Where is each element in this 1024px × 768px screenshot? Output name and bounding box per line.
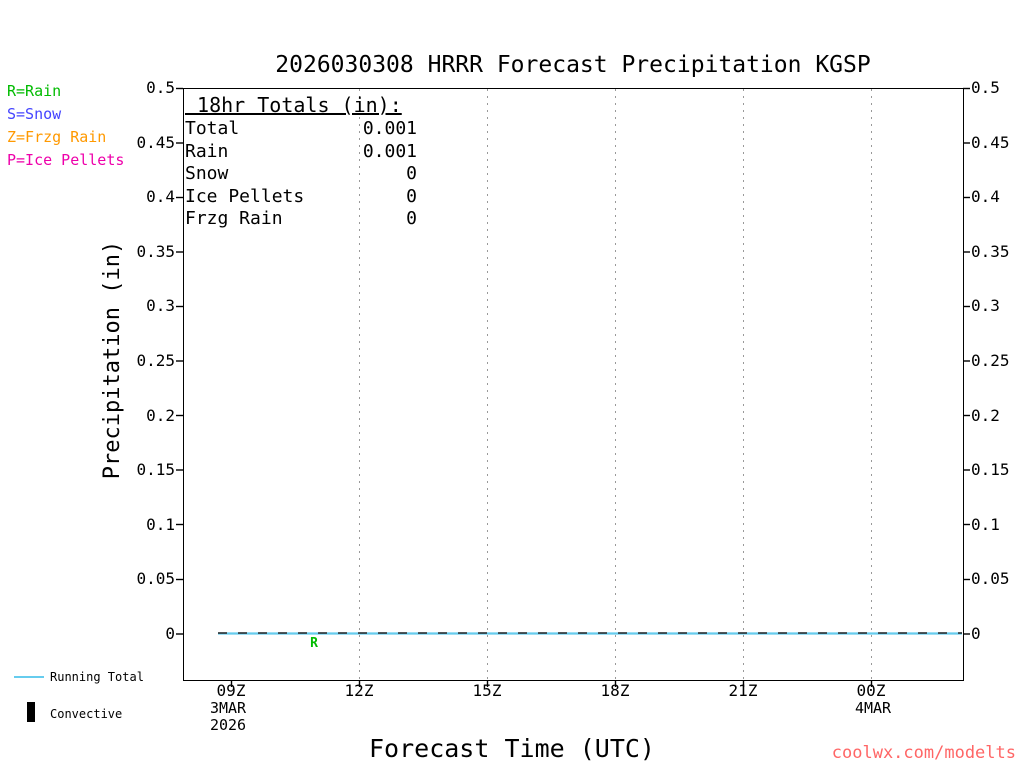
y-tick-label: 0.45 [136, 133, 175, 152]
totals-row-value: 0.001 [362, 140, 417, 162]
y-tick-label: 0.15 [136, 460, 175, 479]
rain-marker: R [310, 636, 318, 651]
y-tick-label: 0.4 [146, 187, 175, 206]
totals-row-value: 0 [406, 208, 417, 229]
totals-row: Ice Pellets 0 [185, 186, 417, 209]
y-tick-label: 0.15 [971, 460, 1010, 479]
totals-heading: 18hr Totals (in): [185, 93, 402, 117]
x-tick-label: 21Z [728, 681, 758, 700]
y-tick-label: 0.2 [971, 406, 1000, 425]
totals-row-value: 0.001 [362, 118, 417, 139]
gridlines [359, 89, 872, 679]
totals-row-label: Snow [185, 163, 229, 184]
y-tick-marks-left [176, 87, 183, 635]
y-tick-label: 0 [971, 624, 981, 643]
legend-ice-pellets: P=Ice Pellets [7, 151, 125, 169]
axis-box [183, 88, 964, 681]
legend-frzg-rain: Z=Frzg Rain [7, 128, 107, 146]
totals-row: Frzg Rain 0 [185, 208, 417, 231]
x-tick-marks [230, 680, 873, 687]
totals-row: Rain 0.001 [185, 141, 417, 164]
running-total-legend-label: Running Total [50, 670, 144, 684]
legend-rain: R=Rain [7, 82, 62, 100]
totals-row-label: Rain [185, 140, 229, 162]
totals-row: Snow 0 [185, 163, 417, 186]
y-tick-label: 0.25 [971, 351, 1010, 370]
start-date-year: 2026 [209, 716, 247, 734]
y-tick-label: 0.2 [146, 406, 175, 425]
end-date-month: 4MAR [854, 699, 892, 717]
totals-row-value: 0 [406, 185, 417, 207]
y-tick-label: 0.05 [971, 569, 1010, 588]
y-tick-label: 0.5 [146, 78, 175, 97]
running-total-swatch [14, 676, 44, 678]
x-tick-label: 18Z [600, 681, 630, 700]
totals-row: Total 0.001 [185, 118, 417, 141]
y-tick-label: 0.05 [136, 569, 175, 588]
y-tick-label: 0 [165, 624, 175, 643]
start-date-month: 3MAR [209, 699, 247, 717]
y-tick-label: 0.3 [146, 296, 175, 315]
x-tick-label: 09Z [216, 681, 246, 700]
y-tick-label: 0.1 [971, 515, 1000, 534]
totals-row-label: Ice Pellets [185, 185, 305, 207]
chart-title: 2026030308 HRRR Forecast Precipitation K… [275, 52, 871, 78]
y-tick-label: 0.45 [971, 133, 1010, 152]
y-tick-label: 0.35 [136, 242, 175, 261]
totals-box: 18hr Totals (in): Total 0.001 Rain 0.001… [185, 92, 417, 231]
convective-legend-label: Convective [50, 707, 123, 721]
y-tick-label: 0.25 [136, 351, 175, 370]
totals-row-label: Frzg Rain [185, 208, 283, 229]
y-tick-marks-right [963, 87, 970, 635]
y-tick-label: 0.4 [971, 187, 1000, 206]
x-tick-label: 15Z [472, 681, 502, 700]
convective-swatch [27, 702, 35, 722]
x-tick-label: 00Z [856, 681, 886, 700]
x-axis-title: Forecast Time (UTC) [369, 734, 655, 763]
totals-row-label: Total [185, 118, 240, 139]
y-tick-label: 0.3 [971, 296, 1000, 315]
y-tick-label: 0.35 [971, 242, 1010, 261]
legend-snow: S=Snow [7, 105, 62, 123]
y-tick-label: 0.5 [971, 78, 1000, 97]
y-tick-label: 0.1 [146, 515, 175, 534]
totals-row-value: 0 [406, 163, 417, 184]
watermark-link[interactable]: coolwx.com/modelts [831, 743, 1016, 763]
x-tick-label: 12Z [344, 681, 374, 700]
